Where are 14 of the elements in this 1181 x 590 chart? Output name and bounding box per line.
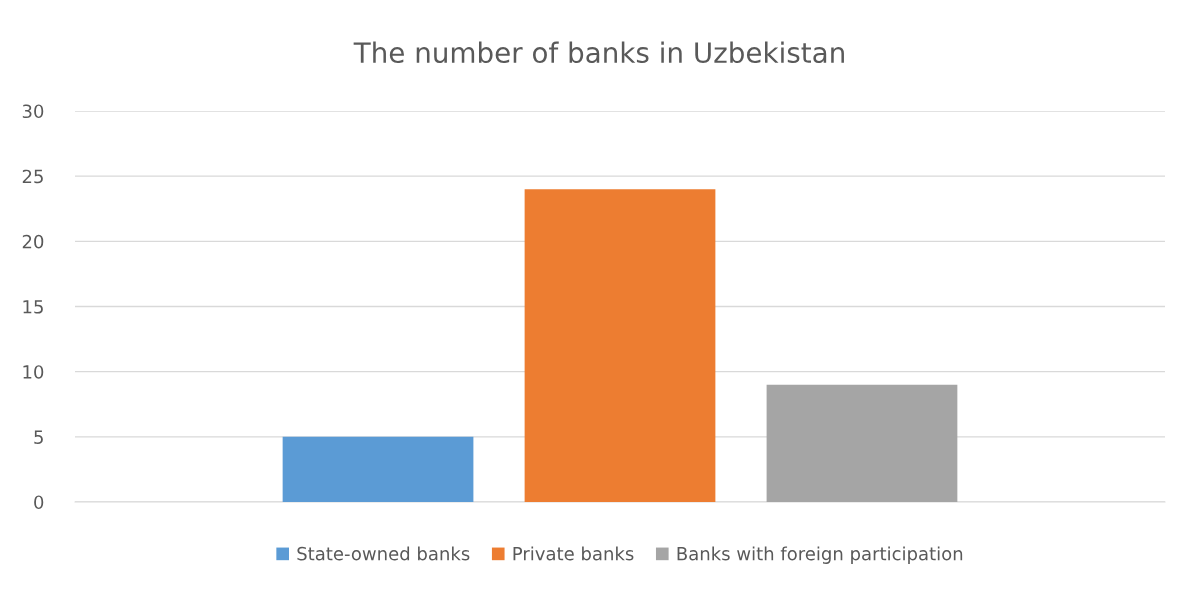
legend-label: Banks with foreign participation (677, 546, 963, 564)
y-tick-label: 10 (23, 365, 44, 379)
y-tick-label: 30 (22, 104, 44, 119)
chart-title: The number of banks in Uzbekistan (353, 41, 844, 64)
bar (524, 189, 716, 502)
y-tick-label: 0 (34, 495, 44, 510)
bar (766, 384, 958, 502)
y-tick-label: 5 (34, 430, 43, 444)
y-tick-label: 15 (23, 300, 43, 314)
legend-label: State-owned banks (297, 546, 470, 561)
legend-label: Private banks (513, 546, 634, 561)
y-tick-label: 20 (22, 234, 44, 249)
bar (282, 436, 474, 502)
y-tick-label: 25 (22, 169, 43, 184)
